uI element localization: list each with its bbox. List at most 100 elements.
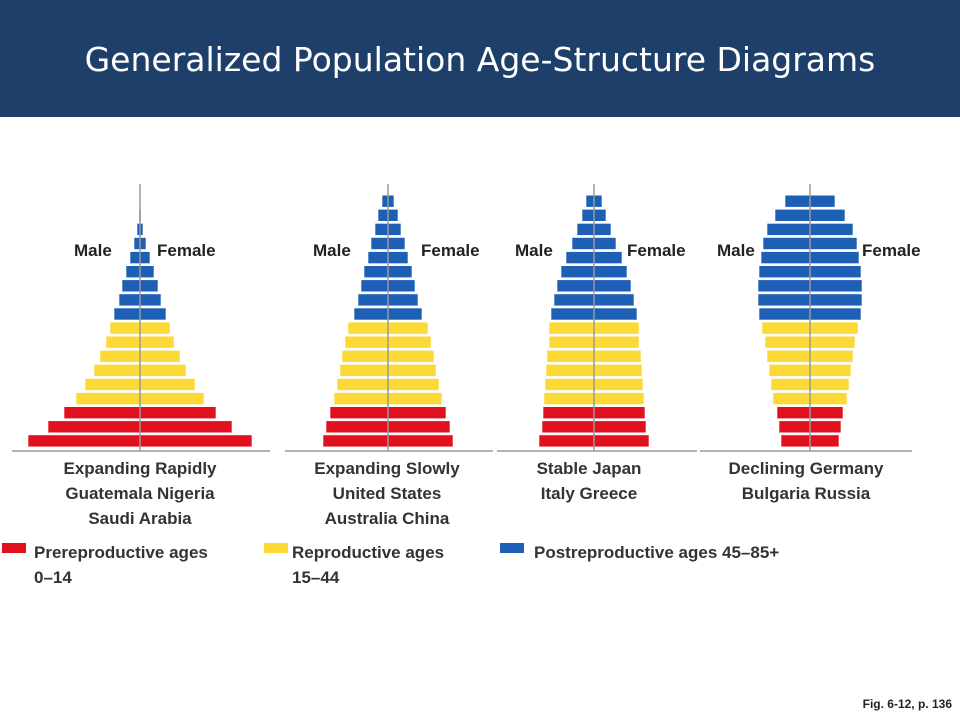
pyramid-2-male-label: Male: [313, 241, 351, 260]
pyramid-4-male-bar: [766, 223, 811, 236]
caption-line: Guatemala Nigeria: [65, 484, 215, 503]
pyramid-2-female-bar: [387, 279, 416, 293]
pyramid-2-female-bar: [387, 378, 440, 391]
pyramid-2-female-bar: [387, 364, 437, 377]
pyramid-1-male-bar: [125, 265, 141, 279]
pyramid-4-male-bar: [768, 364, 811, 377]
pyramid-2-male-bar: [347, 321, 389, 335]
caption-line: Stable Japan: [536, 459, 642, 478]
pyramid-4-female-label: Female: [862, 241, 921, 260]
pyramid-3-male-bar: [538, 434, 595, 448]
pyramid-3-male-bar: [541, 420, 595, 434]
pyramid-1-female-label: Female: [157, 241, 216, 260]
pyramid-1-male-bar: [93, 364, 141, 377]
pyramid-1-male-bar: [63, 406, 141, 420]
pyramid-4-female-bar: [809, 406, 844, 420]
pyramid-1-male-bar: [109, 321, 141, 335]
legend-label: Prereproductive ages: [34, 543, 208, 562]
pyramid-2-male-bar: [374, 223, 389, 236]
caption-line: United States: [332, 484, 442, 503]
pyramid-3-female-bar: [593, 251, 623, 264]
pyramid-4-female-bar: [809, 279, 863, 293]
pyramid-4-male-bar: [770, 378, 811, 391]
pyramid-1-female-bar: [139, 420, 233, 434]
pyramid-3-female-bar: [593, 194, 603, 208]
pyramid-3-female-bar: [593, 279, 632, 293]
pyramid-1-female-bar: [139, 279, 159, 293]
pyramid-3-female-bar: [593, 392, 645, 405]
pyramid-4-male-bar: [764, 335, 811, 349]
pyramid-1-female-bar: [139, 293, 162, 307]
pyramid-4-female-bar: [809, 293, 863, 307]
pyramid-2-caption: Expanding Slowly United States Australia…: [287, 456, 487, 531]
legend-label: 0–14: [34, 568, 72, 587]
pyramid-3-male-bar: [542, 406, 595, 420]
pyramid-2-male-bar: [367, 251, 389, 264]
pyramid-4-male-bar: [774, 209, 811, 222]
pyramid-1-female-bar: [139, 364, 187, 377]
pyramid-4-female-bar: [809, 237, 858, 250]
pyramid-4-male-bar: [772, 392, 811, 405]
pyramid-2-female-bar: [387, 434, 454, 448]
pyramid-2-male-bar: [363, 265, 389, 279]
pyramid-3-male-label: Male: [515, 241, 553, 260]
pyramid-2-male-bar: [360, 279, 389, 293]
pyramid-2-male-bar: [333, 392, 389, 405]
pyramid-2-male-bar: [325, 420, 389, 434]
pyramid-2-female-bar: [387, 406, 447, 420]
pyramid-4-female-bar: [809, 307, 862, 321]
pyramid-4-male-bar: [760, 251, 811, 264]
pyramid-2-female-label: Female: [421, 241, 480, 260]
pyramid-4-male-bar: [758, 307, 811, 321]
pyramid-4-male-bar: [758, 265, 811, 279]
pyramid-3-female-bar: [593, 321, 640, 335]
pyramid-4-female-bar: [809, 335, 856, 349]
pyramid-4-male-bar: [776, 406, 811, 420]
pyramid-3-male-bar: [581, 209, 595, 222]
pyramid-1-male-bar: [27, 434, 141, 448]
pyramid-3-male-bar: [556, 279, 595, 293]
pyramid-3-male-bar: [545, 364, 595, 377]
pyramid-4-female-bar: [809, 378, 850, 391]
pyramid-3-female-bar: [593, 349, 642, 363]
pyramid-3-male-bar: [546, 349, 595, 363]
pyramid-2-male-bar: [341, 349, 389, 363]
pyramid-4-female-bar: [809, 349, 854, 363]
legend-label: Postreproductive ages 45–85+: [534, 543, 780, 562]
legend-label: Reproductive ages: [292, 543, 445, 562]
pyramid-1-caption: Expanding Rapidly Guatemala Nigeria Saud…: [40, 456, 240, 531]
pyramid-3-male-bar: [553, 293, 595, 307]
pyramid-4-female-bar: [809, 209, 846, 222]
pyramid-4-female-bar: [809, 321, 859, 335]
pyramid-2-male-bar: [336, 378, 389, 391]
pyramid-3-female-bar: [593, 378, 644, 391]
pyramid-2-male-bar: [322, 434, 389, 448]
pyramid-2-female-bar: [387, 194, 395, 208]
pyramid-2-male-bar: [329, 406, 389, 420]
pyramid-3-female-bar: [593, 420, 647, 434]
caption-line: Expanding Slowly: [314, 459, 460, 478]
pyramid-3-male-bar: [560, 265, 595, 279]
pyramid-3-female-bar: [593, 335, 640, 349]
pyramid-2-female-bar: [387, 420, 451, 434]
pyramid-3-female-label: Female: [627, 241, 686, 260]
pyramid-3-male-bar: [543, 392, 595, 405]
pyramid-1-male-bar: [113, 307, 141, 321]
pyramid-2-female-bar: [387, 223, 402, 236]
pyramid-1-male-bar: [47, 420, 141, 434]
pyramid-3-male-bar: [571, 237, 595, 250]
pyramid-4-male-bar: [780, 434, 811, 448]
pyramid-1-male-label: Male: [74, 241, 112, 260]
pyramid-2-female-bar: [387, 237, 406, 250]
pyramid-2-male-bar: [370, 237, 389, 250]
pyramid-4-male-label: Male: [717, 241, 755, 260]
caption-line: Bulgaria Russia: [741, 484, 871, 503]
pyramid-2-male-bar: [357, 293, 389, 307]
pyramid-3-male-bar: [585, 194, 595, 208]
pyramid-3-male-bar: [550, 307, 595, 321]
pyramid-1-male-bar: [118, 293, 141, 307]
pyramid-1-female-bar: [139, 392, 205, 405]
pyramid-4-male-bar: [757, 293, 811, 307]
pyramid-4-female-bar: [809, 420, 842, 434]
pyramid-4-female-bar: [809, 364, 852, 377]
